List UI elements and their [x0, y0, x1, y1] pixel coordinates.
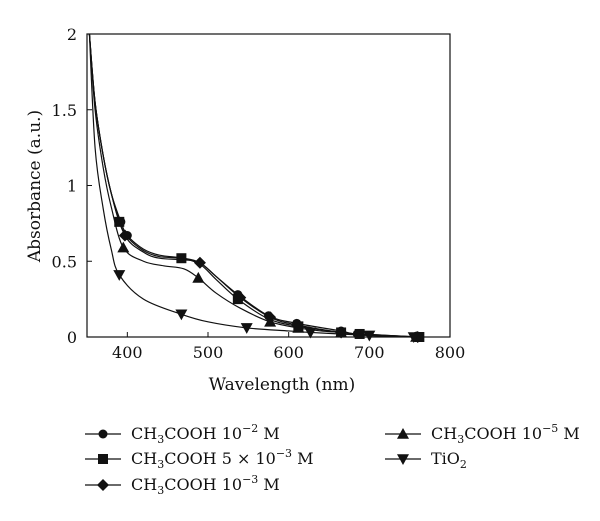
legend-label-part: M [258, 475, 279, 494]
legend-label-part: COOH 10 [164, 424, 242, 443]
y-tick-label: 0 [67, 328, 77, 347]
data-point [193, 256, 206, 269]
legend-label-part: −2 [242, 422, 258, 435]
legend-label-part: CH [431, 424, 457, 443]
legend-item: TiO2 [385, 449, 467, 471]
x-axis-title: Wavelength (nm) [209, 375, 356, 395]
axes: 400 500 600 700 800 0 0.5 1 1.5 2 [52, 25, 466, 362]
y-tick-label: 0.5 [52, 252, 77, 271]
y-tick-label: 2 [67, 25, 77, 44]
data-point [117, 241, 130, 253]
legend-item: CH3COOH 10−3 M [85, 473, 280, 497]
data-point [407, 332, 420, 343]
legend-label-part: 3 [157, 458, 164, 471]
data-point [304, 327, 317, 339]
legend-label-part: −5 [542, 422, 558, 435]
legend-label: CH3COOH 10−2 M [131, 422, 280, 446]
data-point [192, 271, 205, 283]
legend-marker [98, 454, 108, 464]
legend-label-part: M [558, 424, 579, 443]
x-tick-label: 800 [435, 343, 466, 362]
legend-label-part: 3 [457, 433, 464, 446]
legend-label-part: COOH 10 [164, 475, 242, 494]
data-point [240, 323, 253, 334]
x-tick-label: 500 [193, 343, 224, 362]
legend-marker [97, 479, 109, 491]
legend-label-part: 3 [157, 433, 164, 446]
legend-label-part: −3 [276, 447, 292, 460]
legend-label: CH3COOH 5 × 10−3 M [131, 447, 314, 471]
legend-label-part: −3 [242, 473, 258, 486]
x-tick-label: 400 [112, 343, 143, 362]
legend-item: CH3COOH 10−5 M [385, 422, 580, 446]
legend-label-part: COOH 10 [464, 424, 542, 443]
legend-item: CH3COOH 10−2 M [85, 422, 280, 446]
data-point [363, 330, 376, 342]
y-tick-label: 1.5 [52, 101, 77, 120]
legend-marker [98, 429, 108, 439]
legend-marker [397, 428, 409, 439]
series-square [88, 33, 425, 342]
legend-label-part: TiO [431, 449, 460, 468]
data-point [234, 291, 247, 304]
series-line [88, 33, 414, 338]
legend-item: CH3COOH 5 × 10−3 M [85, 447, 314, 471]
legend-label-part: 3 [157, 484, 164, 497]
data-point [176, 253, 187, 264]
legend-label-part: M [292, 449, 313, 468]
plot-frame [86, 33, 451, 338]
legend-label-part: CH [131, 449, 157, 468]
series-line [88, 33, 418, 338]
legend-label-part: CH [131, 475, 157, 494]
x-tick-label: 600 [273, 343, 304, 362]
data-point [113, 270, 126, 281]
legend-label-part: M [258, 424, 279, 443]
series-circle [88, 33, 423, 342]
legend-label: TiO2 [431, 449, 467, 471]
y-axis-title: Absorbance (a.u.) [25, 110, 45, 263]
legend-label: CH3COOH 10−3 M [131, 473, 280, 497]
legend-label: CH3COOH 10−5 M [431, 422, 580, 446]
series-layer [88, 33, 425, 343]
series-line [88, 33, 418, 338]
data-point [118, 229, 131, 242]
data-point [264, 315, 277, 327]
legend-label-part: 2 [460, 458, 467, 471]
legend-label-part: COOH 5 × 10 [164, 449, 276, 468]
x-tick-label: 700 [354, 343, 385, 362]
y-tick-label: 1 [67, 177, 77, 196]
data-point [175, 309, 188, 321]
data-point [292, 321, 305, 333]
legend-label-part: CH [131, 424, 157, 443]
series-line [88, 33, 420, 338]
legend-marker [397, 454, 409, 465]
series-line [88, 33, 417, 338]
series-triangle-down [88, 33, 420, 343]
